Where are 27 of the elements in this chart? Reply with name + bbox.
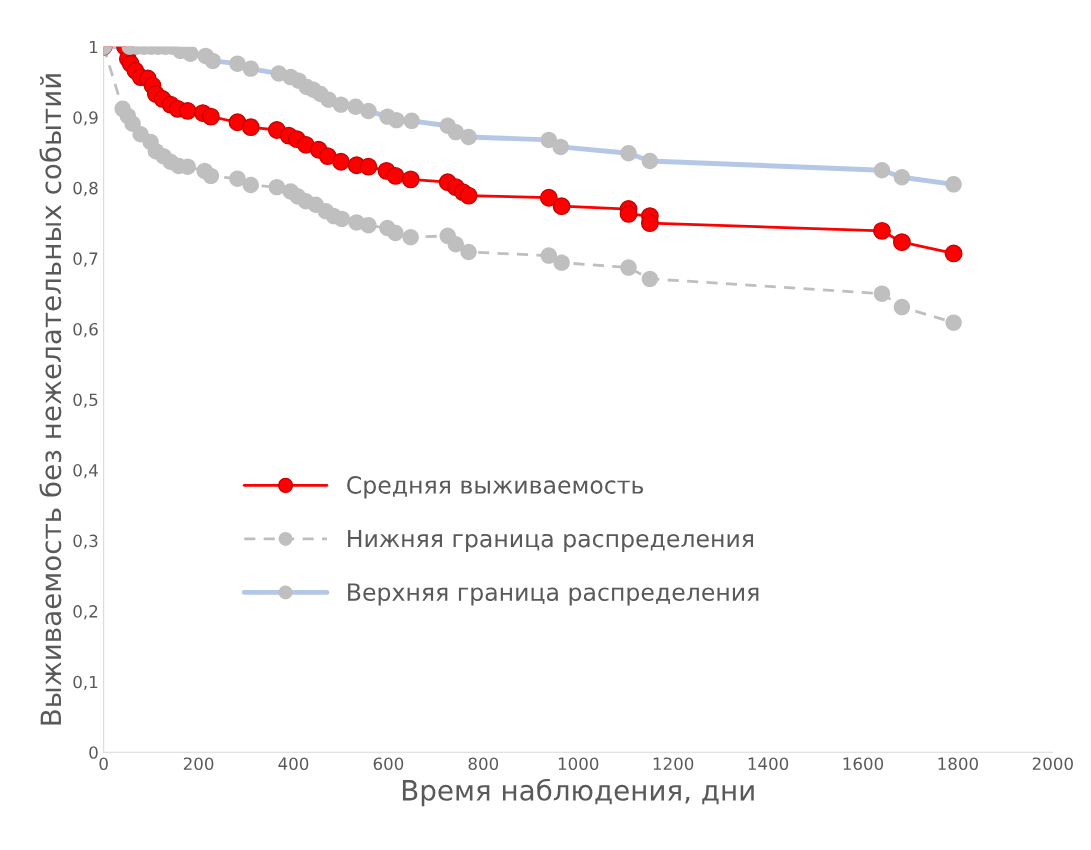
x-tick-label: 1400 <box>748 757 789 771</box>
x-tick-label: 0 <box>99 757 108 771</box>
y-tick-label: 0,9 <box>73 111 98 126</box>
x-tick-label: 1200 <box>653 757 694 771</box>
x-tick-label: 1000 <box>558 757 599 771</box>
y-tick-label: 0,8 <box>73 181 98 197</box>
x-tick-label: 400 <box>278 757 309 771</box>
x-tick-label: 1600 <box>843 757 884 771</box>
y-tick-label: 0,7 <box>73 252 98 267</box>
x-tick-label: 1800 <box>938 757 978 771</box>
x-axis-title: Время наблюдения, дни <box>402 778 754 807</box>
legend-label: Нижняя граница распределения <box>348 529 754 553</box>
y-tick-label: 0,1 <box>73 675 98 690</box>
y-tick-label: 0,6 <box>73 322 98 338</box>
x-tick-label: 600 <box>373 757 404 771</box>
y-tick-label: 1 <box>90 40 98 54</box>
y-tick-label: 0,3 <box>73 534 98 549</box>
x-tick-label: 200 <box>183 757 214 771</box>
y-tick-label: 0,5 <box>73 393 98 408</box>
x-tick-label: 800 <box>468 757 499 771</box>
legend-label: Средняя выживаемость <box>347 476 644 499</box>
y-tick-label: 0,2 <box>73 605 98 620</box>
legend-label: Верхняя граница распределения <box>348 583 759 606</box>
x-tick-label: 2000 <box>1032 757 1073 771</box>
y-tick-label: 0,4 <box>73 464 98 479</box>
y-tick-label: 0 <box>89 746 98 759</box>
y-axis-title: Выживаемость без нежелательных событий <box>39 74 62 725</box>
